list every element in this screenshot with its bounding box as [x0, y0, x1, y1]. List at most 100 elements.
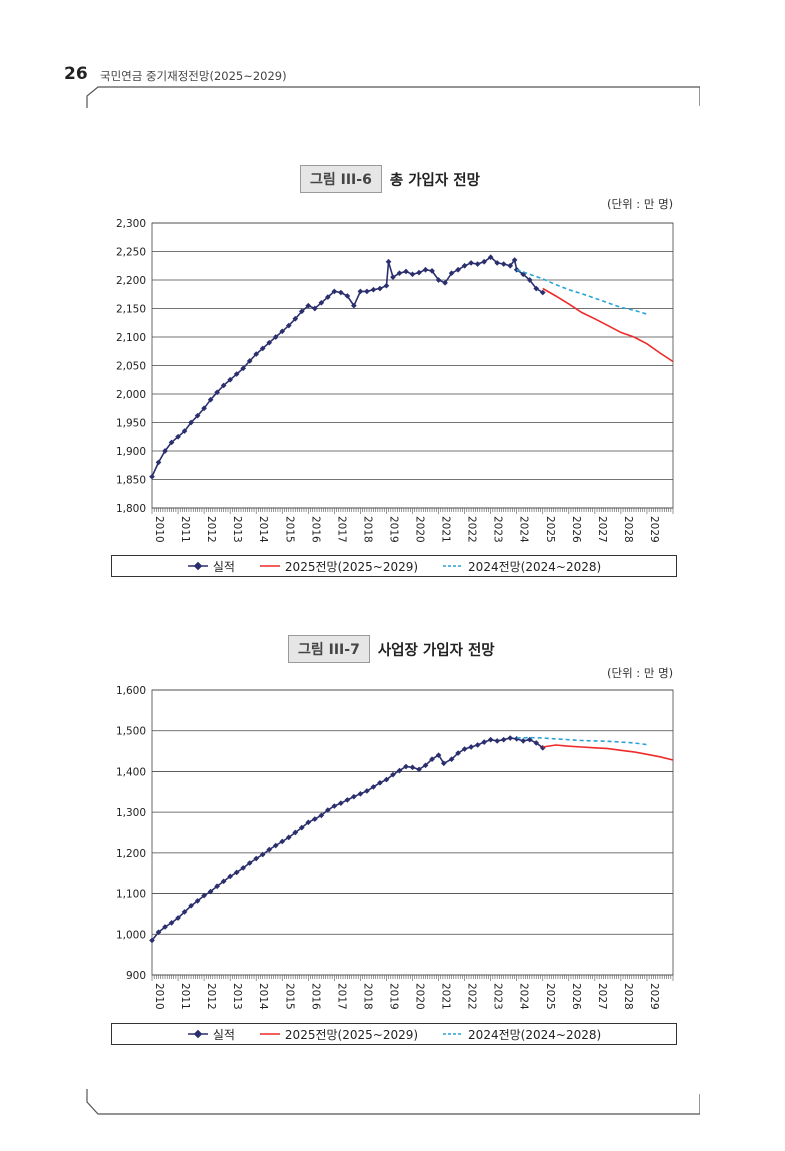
- x-tick-label: 2022: [466, 516, 478, 543]
- data-point-marker: [298, 824, 305, 831]
- x-tick-label: 2019: [387, 516, 399, 543]
- data-point-marker: [149, 473, 155, 480]
- figure-1-title: 총 가입자 전망: [389, 172, 480, 189]
- x-tick-label: 2023: [492, 983, 504, 1010]
- y-tick-label: 1,300: [116, 807, 146, 819]
- data-point-marker: [357, 790, 364, 797]
- data-point-marker: [272, 842, 279, 849]
- x-tick-label: 2017: [335, 516, 347, 543]
- figure-1-unit: (단위 : 만 명): [607, 197, 674, 211]
- data-point-marker: [266, 339, 273, 346]
- legend-line-red-icon: [259, 565, 280, 567]
- data-point-marker: [533, 285, 540, 292]
- x-tick-label: 2015: [283, 983, 295, 1010]
- y-tick-label: 1,000: [116, 929, 146, 941]
- x-tick-label: 2027: [596, 516, 608, 543]
- data-point-marker: [385, 258, 392, 265]
- data-point-marker: [285, 322, 292, 329]
- data-point-marker: [279, 328, 286, 335]
- data-point-marker: [155, 929, 162, 936]
- x-tick-label: 2010: [153, 983, 165, 1010]
- y-tick-label: 2,100: [116, 332, 146, 344]
- x-tick-label: 2018: [361, 516, 373, 543]
- legend-label-actual: 실적: [212, 1027, 235, 1042]
- data-point-marker: [318, 812, 325, 819]
- x-tick-label: 2011: [179, 516, 191, 543]
- data-point-marker: [494, 738, 500, 744]
- data-point-marker: [351, 793, 357, 800]
- data-point-marker: [416, 269, 422, 276]
- legend-label-proj2024: 2024전망(2024~2028): [468, 559, 602, 574]
- data-point-marker: [266, 846, 273, 853]
- data-point-marker: [344, 797, 351, 803]
- data-point-marker: [487, 736, 494, 743]
- figure-2-label: 그림 III-7: [288, 635, 370, 663]
- legend-item-proj2024: 2024전망(2024~2028): [442, 1026, 601, 1043]
- data-point-marker: [311, 305, 318, 312]
- x-tick-label: 2027: [596, 983, 608, 1010]
- page-frame-top: [86, 86, 700, 108]
- data-point-marker: [259, 851, 266, 858]
- y-tick-label: 1,100: [116, 889, 146, 901]
- data-point-marker: [168, 439, 175, 446]
- series-line-1: [542, 744, 674, 761]
- running-title: 국민연금 중기재정전망(2025~2029): [100, 69, 287, 83]
- data-point-marker: [240, 365, 247, 372]
- x-tick-label: 2016: [309, 516, 321, 543]
- legend-item-actual: 실적: [187, 558, 235, 575]
- legend-line-blue-dashed-icon: [443, 1033, 464, 1035]
- chart-total-subscribers: 1,800 1,850 1,900 1,950 2,000 2,050 2,100 2,150…: [116, 218, 674, 543]
- x-tick-label: 2024: [518, 983, 530, 1010]
- data-point-marker: [481, 739, 487, 745]
- y-tick-label: 2,050: [116, 361, 146, 373]
- x-tick-label: 2029: [648, 516, 660, 543]
- data-point-marker: [305, 302, 312, 309]
- x-tick-label: 2010: [153, 516, 165, 543]
- data-point-marker: [168, 920, 175, 926]
- data-point-marker: [305, 819, 312, 826]
- data-point-marker: [181, 428, 188, 434]
- x-tick-label: 2021: [440, 516, 452, 543]
- page-number: 26: [64, 64, 88, 84]
- data-point-marker: [233, 371, 240, 377]
- x-tick-label: 2019: [387, 983, 399, 1010]
- data-point-marker: [500, 261, 507, 267]
- figure-2-title: 사업장 가입자 전망: [377, 642, 495, 659]
- data-point-marker: [357, 288, 364, 295]
- data-point-marker: [194, 412, 201, 419]
- data-point-marker: [422, 266, 429, 273]
- series-line-0: [151, 737, 544, 941]
- x-tick-label: 2020: [414, 983, 426, 1010]
- data-point-marker: [292, 829, 299, 836]
- data-point-marker: [227, 376, 233, 383]
- legend-label-actual: 실적: [212, 559, 235, 574]
- x-tick-label: 2017: [335, 983, 347, 1010]
- x-tick-label: 2026: [570, 983, 582, 1010]
- data-point-marker: [220, 878, 227, 885]
- x-tick-label: 2025: [544, 983, 556, 1010]
- data-point-marker: [246, 358, 253, 364]
- data-point-marker: [370, 286, 377, 293]
- plot-area: [151, 689, 674, 976]
- figure-2-unit: (단위 : 만 명): [607, 666, 674, 680]
- series-line-2: [516, 736, 648, 746]
- legend-item-proj2025: 2025전망(2025~2029): [259, 558, 418, 575]
- data-point-marker: [338, 289, 344, 296]
- data-point-marker: [513, 736, 520, 742]
- series-line-1: [542, 287, 674, 363]
- data-point-marker: [285, 834, 292, 841]
- figure-2-heading: 그림 III-7 사업장 가입자 전망: [288, 635, 495, 663]
- data-point-marker: [175, 915, 181, 921]
- data-point-marker: [253, 351, 260, 357]
- data-point-marker: [383, 282, 390, 289]
- data-point-marker: [403, 268, 409, 275]
- y-tick-label: 1,200: [116, 848, 146, 860]
- y-tick-label: 2,250: [116, 247, 146, 259]
- y-tick-label: 2,300: [116, 218, 146, 230]
- data-point-marker: [220, 382, 227, 389]
- data-point-marker: [468, 260, 474, 266]
- legend-line-red-icon: [259, 1033, 280, 1035]
- x-tick-label: 2021: [440, 983, 452, 1010]
- data-point-marker: [181, 909, 188, 915]
- x-tick-label: 2024: [518, 516, 530, 543]
